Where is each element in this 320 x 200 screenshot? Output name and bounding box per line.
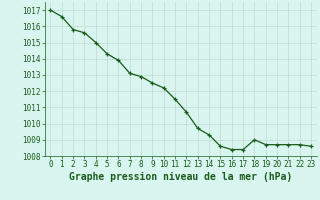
X-axis label: Graphe pression niveau de la mer (hPa): Graphe pression niveau de la mer (hPa) [69,172,292,182]
